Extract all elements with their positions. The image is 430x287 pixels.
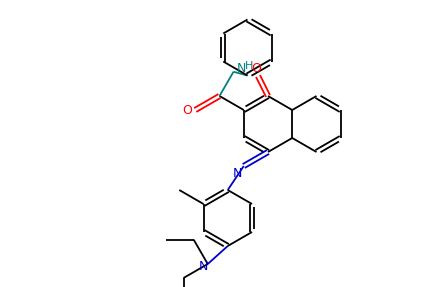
Text: N: N bbox=[199, 259, 208, 272]
Text: N: N bbox=[233, 166, 242, 179]
Text: N: N bbox=[236, 62, 246, 75]
Text: H: H bbox=[245, 61, 253, 71]
Text: O: O bbox=[182, 104, 192, 117]
Text: O: O bbox=[251, 61, 260, 75]
